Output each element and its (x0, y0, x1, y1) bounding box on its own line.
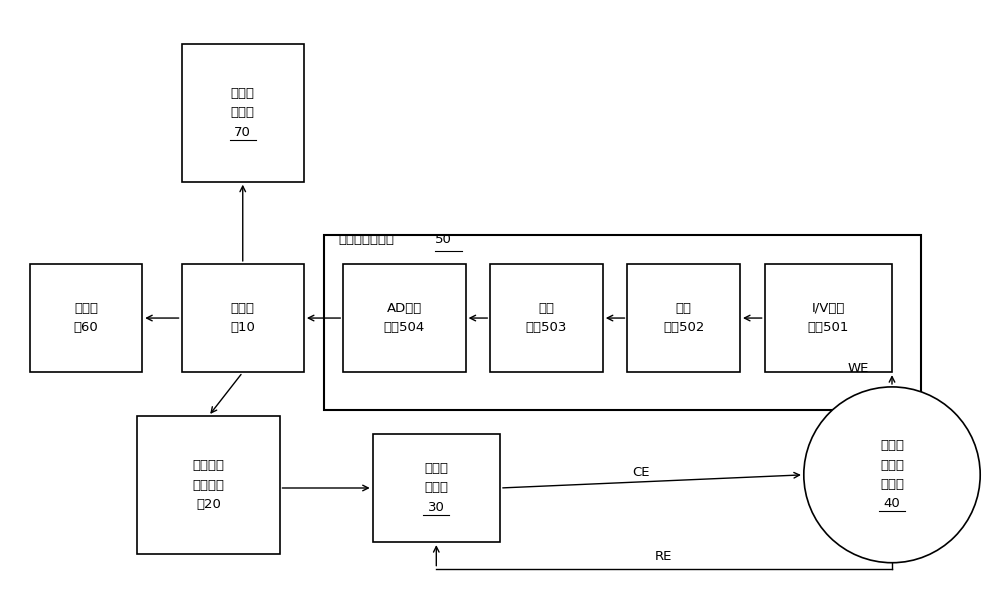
Text: 出电路: 出电路 (231, 106, 255, 120)
Bar (30, 264, 142, 372)
Text: 30: 30 (428, 501, 445, 514)
Text: 路10: 路10 (230, 321, 255, 334)
Text: RE: RE (654, 550, 672, 563)
Text: 仪电路: 仪电路 (424, 481, 448, 495)
Text: 路20: 路20 (196, 498, 221, 511)
Text: 双极性电: 双极性电 (192, 459, 224, 472)
Text: I/V转换: I/V转换 (812, 302, 845, 315)
Text: 生物酶: 生物酶 (880, 459, 904, 472)
Text: AD转换: AD转换 (387, 302, 422, 315)
Text: 串口输: 串口输 (231, 87, 255, 100)
Text: 恒电位: 恒电位 (424, 462, 448, 475)
Text: 传感器: 传感器 (880, 478, 904, 491)
Text: 微电流检测电路: 微电流检测电路 (338, 233, 394, 246)
Bar (765, 264, 892, 372)
Text: 放大: 放大 (676, 302, 692, 315)
Bar (182, 44, 304, 182)
Bar (137, 416, 280, 554)
Text: 滤波: 滤波 (539, 302, 555, 315)
Ellipse shape (804, 387, 980, 563)
Bar (182, 264, 304, 372)
Text: 电路504: 电路504 (384, 321, 425, 334)
Text: 显示电: 显示电 (74, 302, 98, 315)
Text: 电路501: 电路501 (808, 321, 849, 334)
Text: 电路502: 电路502 (663, 321, 704, 334)
Text: WE: WE (848, 362, 869, 375)
Bar (490, 264, 603, 372)
Text: 控制电: 控制电 (231, 302, 255, 315)
Text: 三电极: 三电极 (880, 439, 904, 452)
Bar (627, 264, 740, 372)
Text: 40: 40 (884, 498, 900, 511)
Bar (373, 434, 500, 542)
Text: CE: CE (632, 466, 650, 479)
Text: 70: 70 (234, 126, 251, 139)
Bar (324, 234, 921, 410)
Text: 压产生电: 压产生电 (192, 478, 224, 492)
Text: 50: 50 (435, 233, 452, 246)
Bar (343, 264, 466, 372)
Text: 电路503: 电路503 (526, 321, 567, 334)
Text: 路60: 路60 (74, 321, 98, 334)
